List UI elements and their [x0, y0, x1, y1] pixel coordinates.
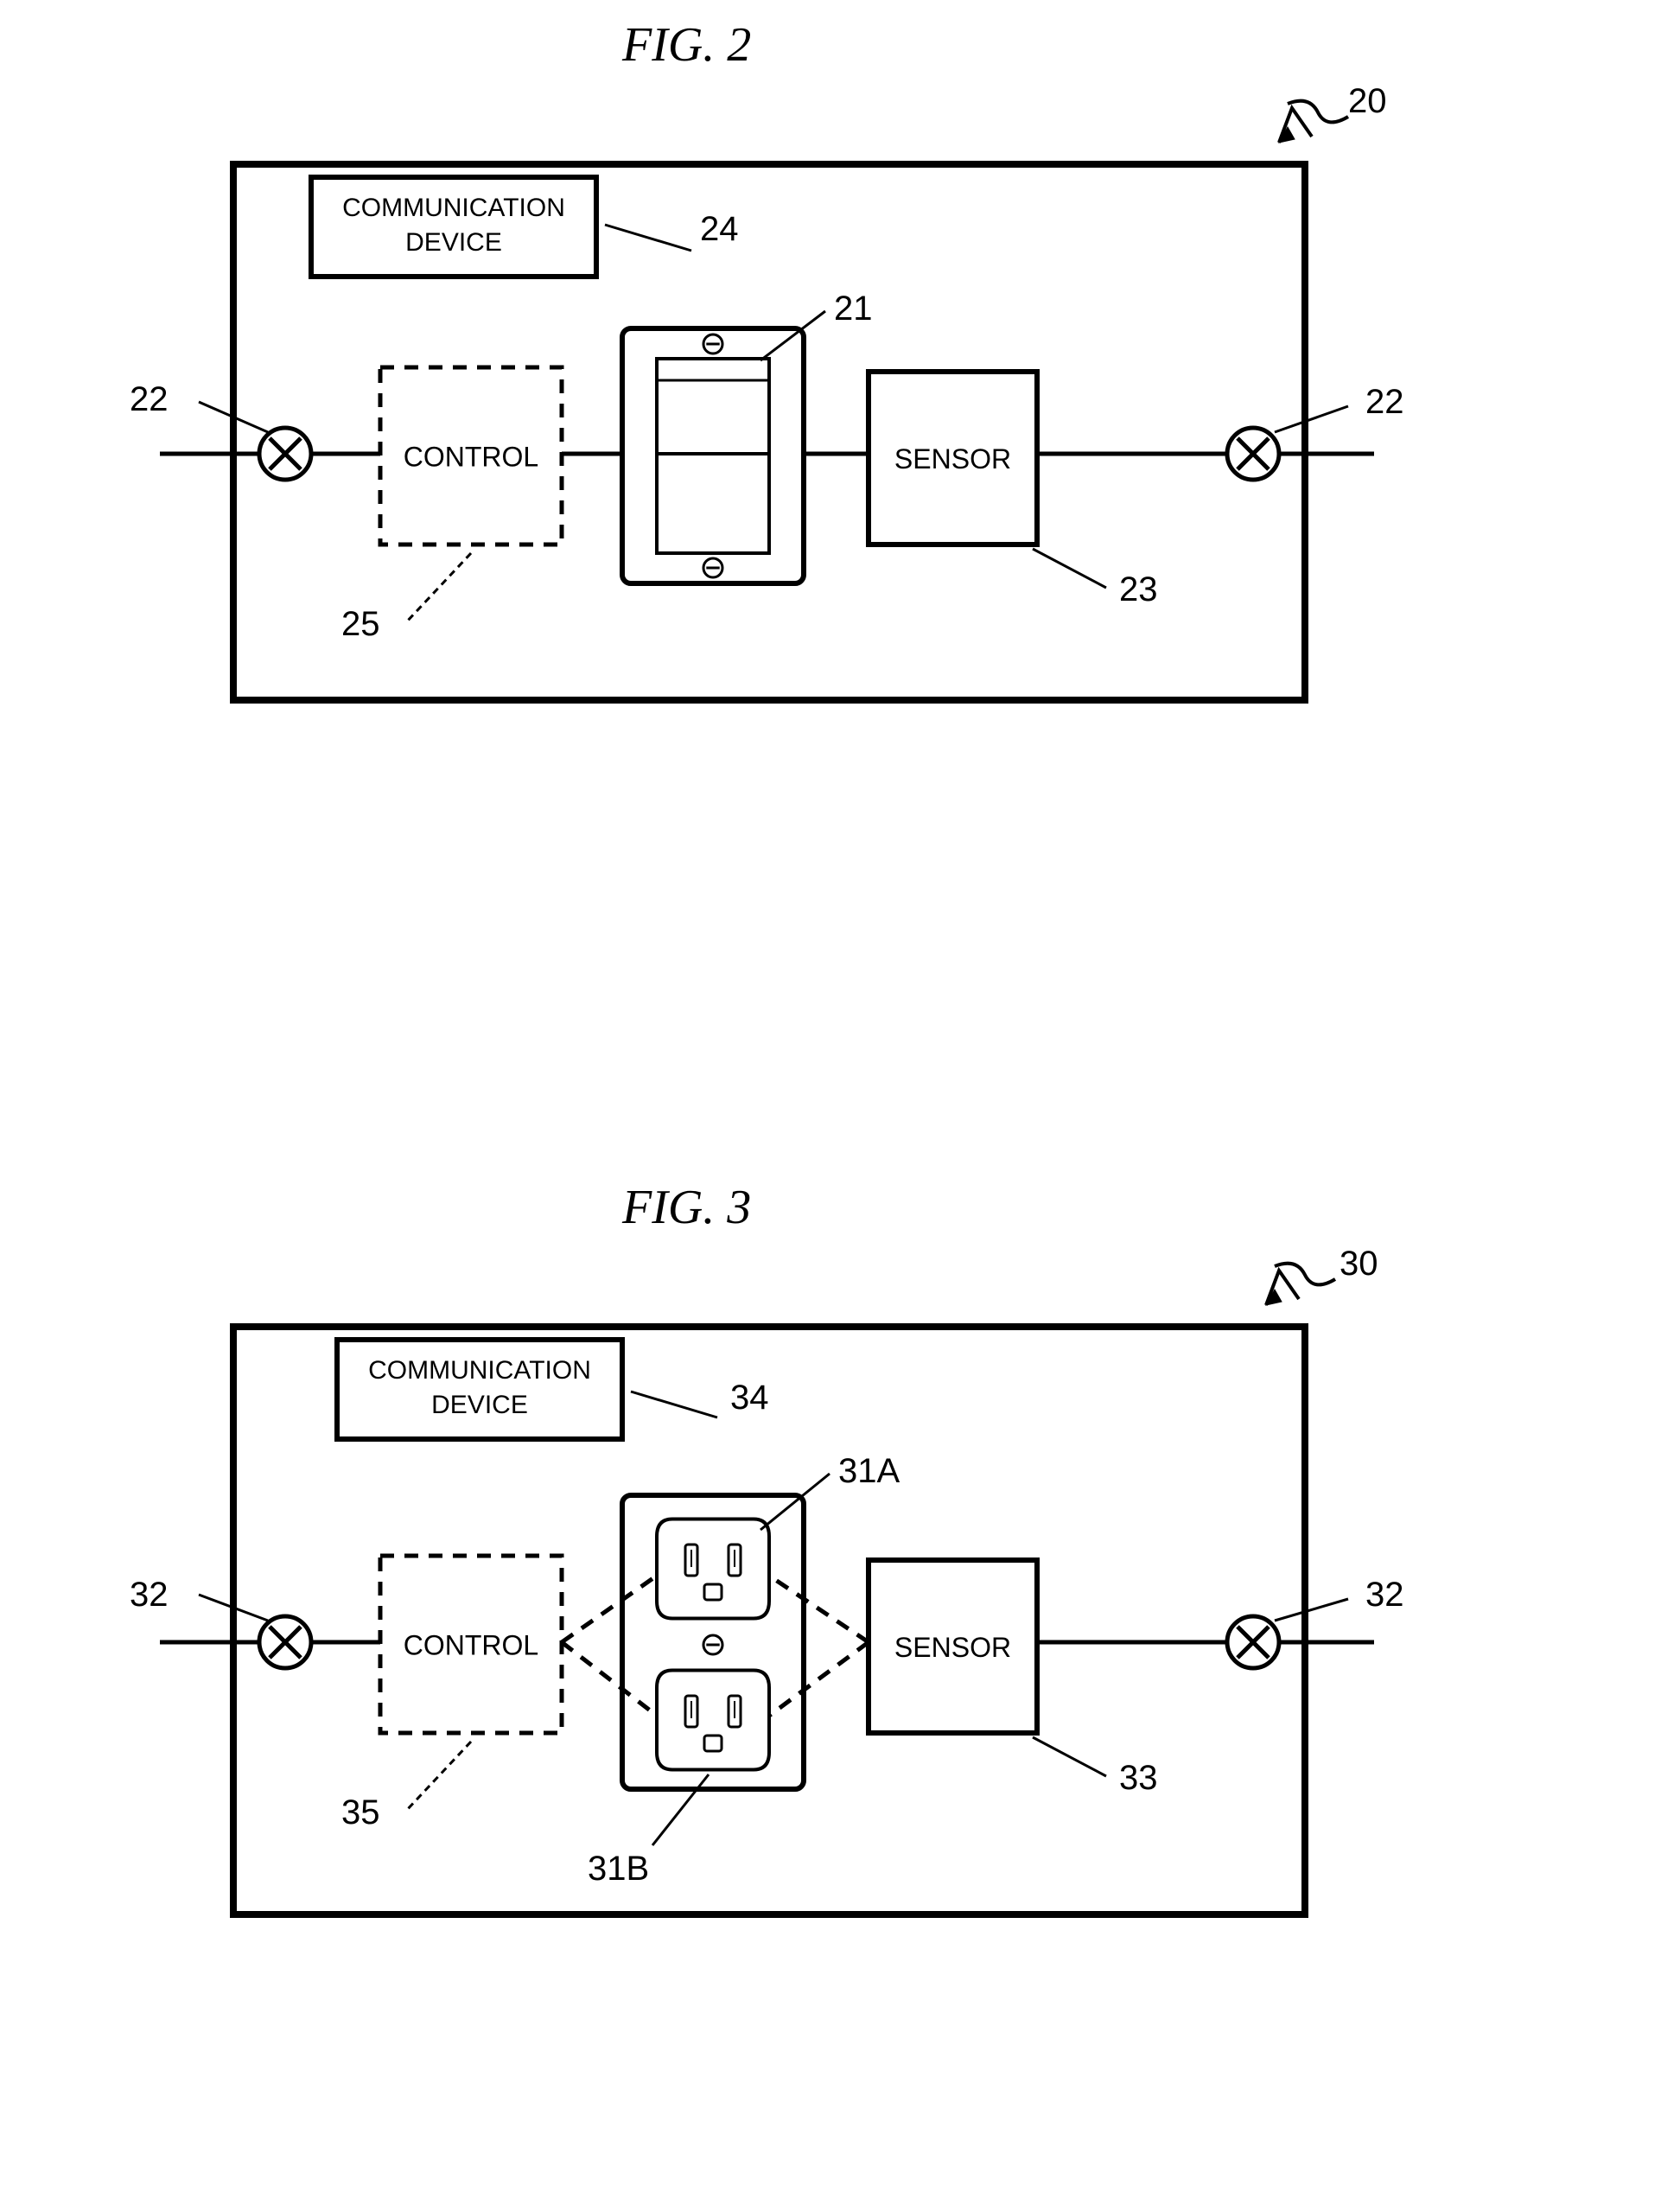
svg-text:31A: 31A	[838, 1452, 900, 1490]
svg-text:SENSOR: SENSOR	[894, 443, 1011, 475]
svg-text:21: 21	[834, 290, 873, 328]
svg-text:DEVICE: DEVICE	[431, 1391, 528, 1419]
svg-text:20: 20	[1348, 82, 1387, 120]
svg-text:COMMUNICATION: COMMUNICATION	[368, 1356, 591, 1385]
svg-text:35: 35	[341, 1793, 380, 1831]
svg-text:34: 34	[730, 1379, 769, 1417]
svg-text:25: 25	[341, 605, 380, 643]
svg-text:33: 33	[1119, 1759, 1158, 1797]
svg-text:22: 22	[130, 380, 169, 418]
svg-text:22: 22	[1365, 383, 1404, 421]
svg-text:31B: 31B	[588, 1850, 649, 1888]
svg-text:32: 32	[1365, 1576, 1404, 1614]
svg-text:FIG. 2: FIG. 2	[621, 18, 751, 72]
svg-text:CONTROL: CONTROL	[404, 1630, 538, 1661]
svg-text:SENSOR: SENSOR	[894, 1632, 1011, 1663]
svg-text:FIG. 3: FIG. 3	[621, 1181, 751, 1234]
svg-text:32: 32	[130, 1576, 169, 1614]
svg-text:24: 24	[700, 210, 739, 248]
svg-text:23: 23	[1119, 570, 1158, 608]
svg-text:CONTROL: CONTROL	[404, 442, 538, 473]
svg-text:COMMUNICATION: COMMUNICATION	[342, 194, 565, 222]
svg-text:30: 30	[1340, 1245, 1378, 1283]
diagram-svg: FIG. 2 20 COMMUNICATION DEVICE 24 22 22 CONTROL…	[0, 0, 1680, 2204]
svg-text:DEVICE: DEVICE	[405, 228, 502, 257]
